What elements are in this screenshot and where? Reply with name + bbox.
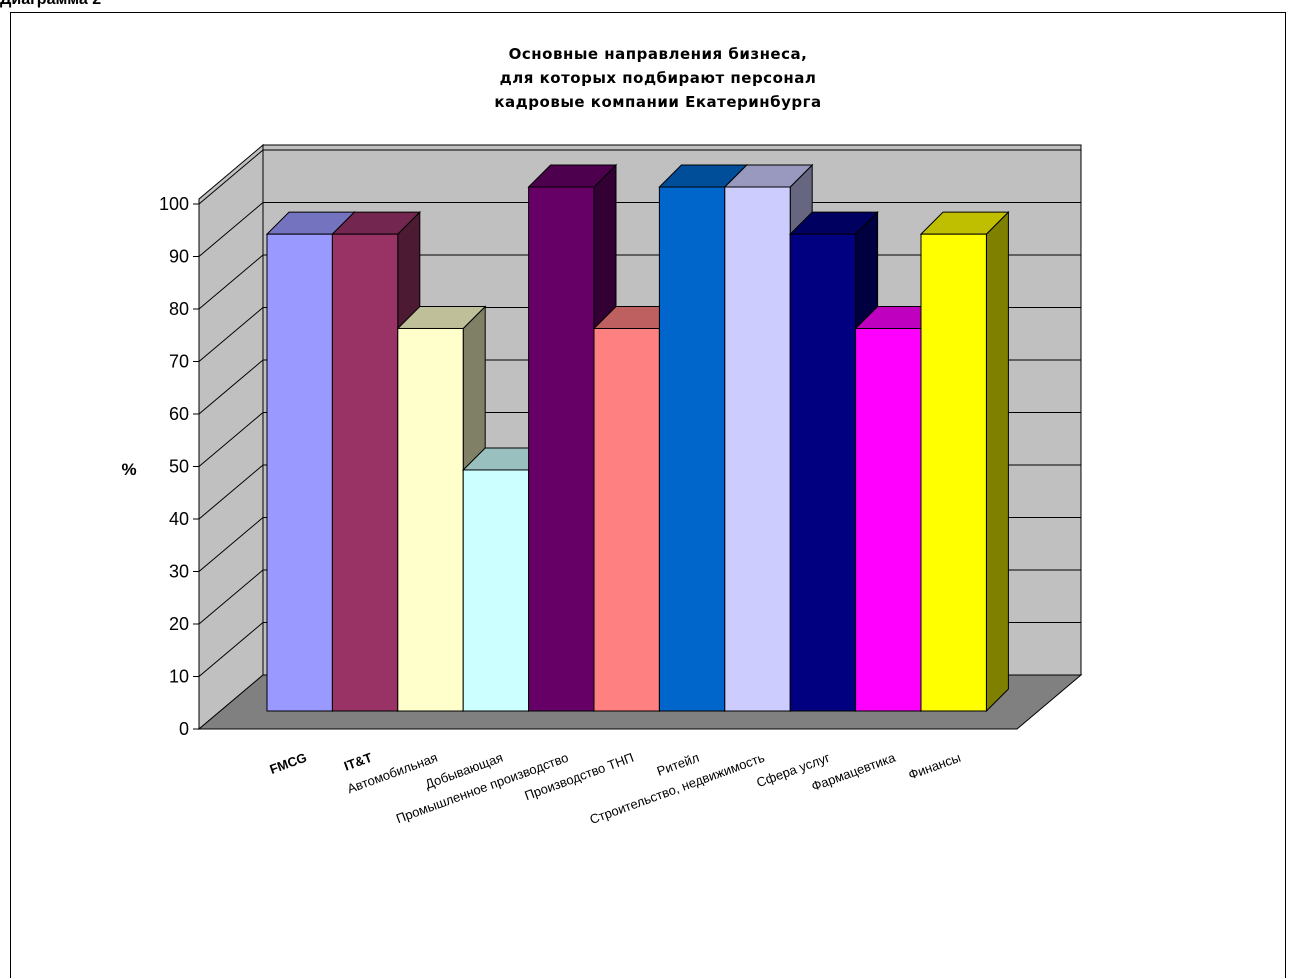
side-wall xyxy=(199,145,263,729)
bar-front xyxy=(398,328,463,711)
bar-11 xyxy=(921,212,1008,711)
x-axis-labels: FMCG IT&TАвтомобильнаяДобывающаяПромышлен… xyxy=(268,749,963,827)
y-tick-label: 20 xyxy=(169,614,189,634)
chart-area: 0 10 20 30 40 50 60 70 80 90 100 FMCG IT&T Автомобил… xyxy=(10,12,1286,978)
y-tick-label: 60 xyxy=(169,404,189,424)
y-tick-label: 10 xyxy=(169,667,189,687)
bar-front xyxy=(659,187,724,711)
x-tick-label: Производство ТНП xyxy=(522,750,635,803)
y-tick-label: 90 xyxy=(169,247,189,267)
bar-front xyxy=(332,234,397,711)
bar-front xyxy=(267,234,332,711)
chart-title-line-3: кадровые компании Екатеринбурга xyxy=(494,93,821,111)
x-tick-label: FMCG xyxy=(268,750,309,777)
chart-title-line-2: для которых подбирают персонал xyxy=(500,69,817,87)
x-tick-label: IT&T xyxy=(342,750,374,774)
bar-front xyxy=(790,234,855,711)
bar-front xyxy=(529,187,594,711)
bar-front xyxy=(921,234,986,711)
y-tick-label: 50 xyxy=(169,457,189,477)
y-axis: 0 10 20 30 40 50 60 70 80 90 100 xyxy=(159,194,199,739)
bar-front xyxy=(725,187,790,711)
y-tick-label: 70 xyxy=(169,352,189,372)
document-heading: Диаграмма 2 xyxy=(0,0,101,9)
bar-front xyxy=(594,328,659,711)
y-axis-title: % xyxy=(121,460,136,479)
bar-front xyxy=(856,328,921,711)
y-tick-label: 100 xyxy=(159,194,189,214)
bar-side xyxy=(986,212,1008,711)
y-tick-label: 0 xyxy=(179,719,189,739)
bar-front xyxy=(463,470,528,711)
x-tick-label: Финансы xyxy=(906,750,962,783)
y-tick-label: 80 xyxy=(169,299,189,319)
y-tick-label: 40 xyxy=(169,509,189,529)
y-tick-label: 30 xyxy=(169,562,189,582)
chart-title-line-1: Основные направления бизнеса, xyxy=(509,45,808,63)
chart-title: Основные направления бизнеса, для которы… xyxy=(494,45,821,111)
